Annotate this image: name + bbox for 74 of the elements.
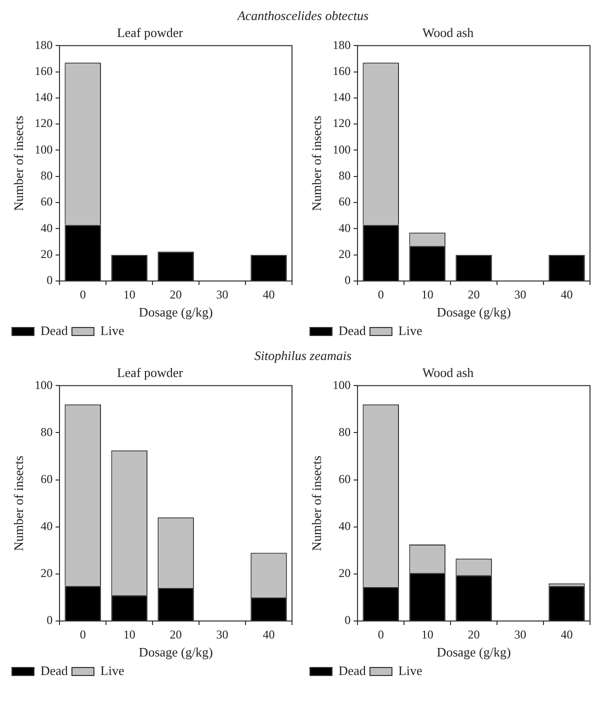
legend-label: Dead (338, 322, 366, 338)
x-tick-label: 20 (170, 287, 182, 302)
y-tick-label: 0 (46, 613, 53, 628)
x-tick-label: 40 (560, 627, 573, 642)
y-tick-label: 180 (34, 38, 53, 52)
x-axis-title: Dosage (g/kg) (138, 304, 213, 320)
y-tick-label: 140 (34, 90, 53, 104)
x-tick-label: 40 (262, 627, 275, 642)
x-tick-label: 40 (262, 287, 275, 302)
y-tick-label: 20 (338, 247, 351, 261)
x-axis-title: Dosage (g/kg) (436, 644, 511, 660)
x-tick-label: 20 (170, 627, 182, 642)
y-tick-label: 0 (46, 273, 53, 288)
chart-title: Leaf powder (116, 365, 184, 380)
x-tick-label: 10 (123, 287, 136, 302)
y-tick-label: 120 (34, 116, 53, 130)
x-tick-label: 30 (514, 627, 526, 642)
x-tick-label: 10 (421, 287, 434, 302)
y-tick-label: 120 (332, 116, 351, 130)
y-axis-title: Number of insects (11, 456, 26, 551)
chart-subtitle: Acanthoscelides obtectus (236, 8, 370, 25)
y-tick-label: 40 (338, 220, 351, 235)
y-axis-title: Number of insects (309, 116, 324, 211)
x-tick-label: 30 (216, 287, 228, 302)
y-tick-label: 80 (338, 424, 351, 439)
x-axis-title: Dosage (g/kg) (436, 304, 511, 320)
y-tick-label: 80 (40, 424, 53, 439)
y-tick-label: 100 (332, 378, 351, 392)
x-tick-label: 0 (80, 627, 86, 642)
y-tick-label: 40 (338, 518, 351, 533)
y-tick-label: 100 (332, 142, 351, 156)
chart-subtitle: Sitophilus zeamais (253, 348, 353, 365)
y-tick-label: 20 (40, 566, 53, 580)
x-tick-label: 20 (468, 627, 480, 642)
legend-label: Dead (338, 662, 366, 678)
x-tick-label: 20 (468, 287, 480, 302)
y-axis-title: Number of insects (11, 116, 26, 211)
y-tick-label: 40 (40, 518, 53, 533)
y-tick-label: 140 (332, 90, 351, 104)
y-tick-label: 0 (344, 613, 351, 628)
x-tick-label: 10 (421, 627, 434, 642)
x-axis-title: Dosage (g/kg) (138, 644, 213, 660)
y-tick-label: 100 (34, 142, 53, 156)
y-tick-label: 60 (40, 194, 53, 209)
x-tick-label: 30 (514, 287, 526, 302)
legend-label: Dead (40, 662, 68, 678)
legend-label: Dead (40, 322, 68, 338)
legend-label: Live (100, 662, 124, 678)
chart-title: Wood ash (422, 25, 474, 40)
x-tick-label: 30 (216, 627, 228, 642)
x-tick-label: 10 (123, 627, 136, 642)
legend-label: Live (398, 322, 422, 338)
y-tick-label: 60 (338, 194, 351, 209)
y-tick-label: 80 (338, 168, 351, 183)
y-tick-label: 160 (34, 64, 53, 78)
y-tick-label: 180 (332, 38, 351, 52)
legend-label: Live (100, 322, 124, 338)
y-tick-label: 20 (40, 247, 53, 261)
x-tick-label: 0 (80, 287, 86, 302)
y-tick-label: 80 (40, 168, 53, 183)
y-axis-title: Number of insects (309, 456, 324, 551)
x-tick-label: 0 (378, 287, 384, 302)
legend-label: Live (398, 662, 422, 678)
y-tick-label: 160 (332, 64, 351, 78)
y-tick-label: 100 (34, 378, 53, 392)
chart-title: Leaf powder (116, 25, 184, 40)
y-tick-label: 60 (40, 472, 53, 486)
y-tick-label: 60 (338, 472, 351, 486)
chart-title: Wood ash (422, 365, 474, 380)
y-tick-label: 40 (40, 220, 53, 235)
x-tick-label: 40 (560, 287, 573, 302)
x-tick-label: 0 (378, 627, 384, 642)
y-tick-label: 0 (344, 273, 351, 288)
y-tick-label: 20 (338, 566, 351, 580)
